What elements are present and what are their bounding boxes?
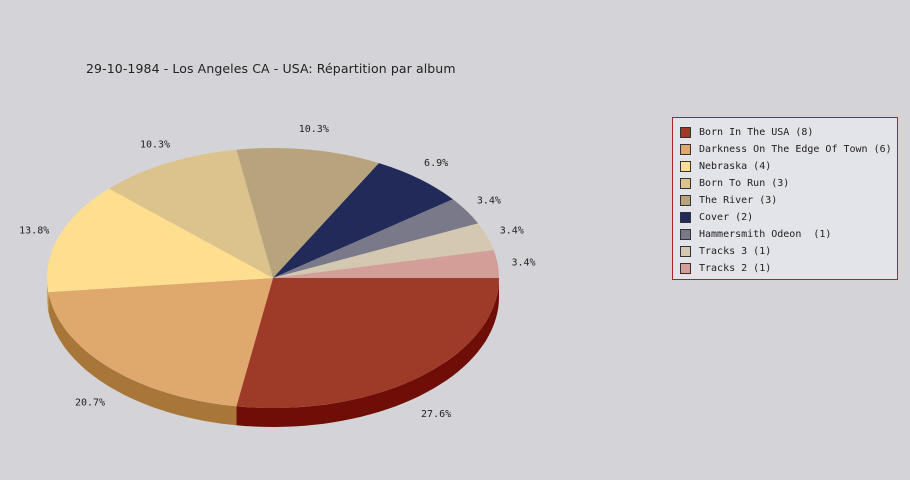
legend-label: Tracks 2 (1): [699, 263, 772, 274]
pie-slice-tracks-2: [273, 250, 499, 278]
legend-swatch: [680, 263, 691, 274]
legend-item: Darkness On The Edge Of Town (6): [680, 141, 897, 158]
pie-depth-1: [48, 292, 237, 426]
legend-item: Born In The USA (8): [680, 124, 897, 141]
legend: Born In The USA (8) Darkness On The Edge …: [672, 117, 898, 280]
legend-swatch: [680, 127, 691, 138]
legend-item: Cover (2): [680, 209, 897, 226]
pct-label-4: 10.3%: [299, 124, 329, 135]
pct-label-0: 27.6%: [421, 409, 451, 420]
pct-label-3: 10.3%: [140, 140, 170, 151]
legend-label: Nebraska (4): [699, 161, 772, 172]
pct-label-6: 3.4%: [477, 196, 501, 207]
pct-label-5: 6.9%: [424, 158, 448, 169]
chart-title: 29-10-1984 - Los Angeles CA - USA: Répar…: [86, 61, 456, 76]
pct-label-2: 13.8%: [19, 226, 49, 237]
pie-depth-0: [236, 278, 499, 427]
pie-slice-hammersmith-odeon: [273, 199, 479, 278]
legend-swatch: [680, 144, 691, 155]
legend-label: Born To Run (3): [699, 178, 790, 189]
legend-label: Tracks 3 (1): [699, 246, 772, 257]
legend-swatch: [680, 229, 691, 240]
legend-item: Tracks 2 (1): [680, 260, 897, 277]
legend-swatch: [680, 161, 691, 172]
pct-label-7: 3.4%: [500, 226, 524, 237]
pie-slice-born-in-the-usa: [236, 278, 499, 409]
pie-slice-cover: [273, 163, 453, 278]
pie-slice-tracks-3: [273, 223, 494, 278]
legend-swatch: [680, 246, 691, 257]
legend-swatch: [680, 212, 691, 223]
legend-swatch: [680, 195, 691, 206]
legend-label: Hammersmith Odeon (1): [699, 229, 832, 240]
pie-slice-the-river: [236, 147, 379, 278]
pie-slice-darkness-on-the-edge-of-town: [48, 278, 273, 407]
legend-item: Born To Run (3): [680, 175, 897, 192]
pie-depth-2: [47, 278, 49, 312]
legend-label: Born In The USA (8): [699, 127, 814, 138]
pie-depth: [47, 278, 499, 427]
legend-label: Darkness On The Edge Of Town (6): [699, 144, 892, 155]
legend-item: Nebraska (4): [680, 158, 897, 175]
pct-label-8: 3.4%: [511, 258, 535, 269]
legend-label: The River (3): [699, 195, 778, 206]
legend-label: Cover (2): [699, 212, 754, 223]
legend-swatch: [680, 178, 691, 189]
legend-item: Hammersmith Odeon (1): [680, 226, 897, 243]
legend-item: The River (3): [680, 192, 897, 209]
legend-item: Tracks 3 (1): [680, 243, 897, 260]
pie-slice-nebraska: [46, 188, 274, 293]
pct-label-1: 20.7%: [75, 398, 105, 409]
pie-slice-born-to-run: [108, 149, 274, 278]
